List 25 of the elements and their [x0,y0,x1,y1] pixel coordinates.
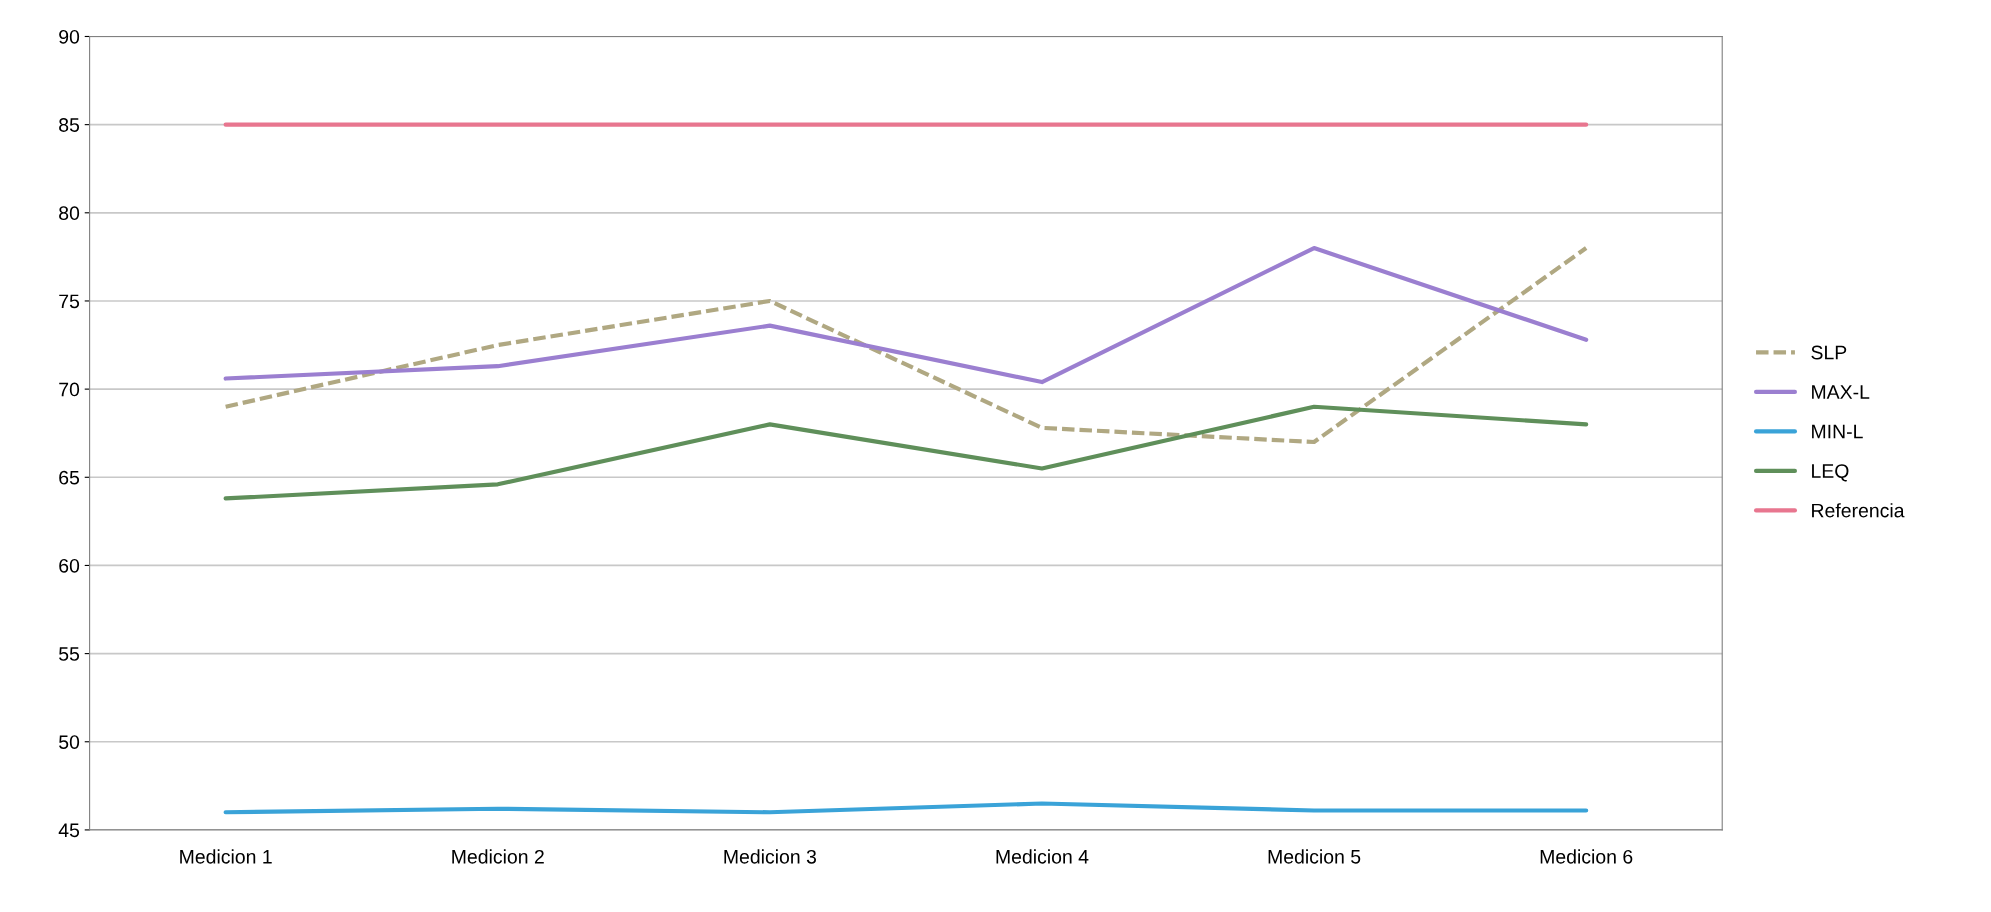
y-tick-label: 45 [58,823,80,838]
legend-label: Referencia [1812,503,1905,518]
y-tick-label: 60 [59,558,80,573]
line-series [223,245,1589,385]
line-series [223,245,1589,445]
y-tick-label: 90 [59,29,80,44]
x-tick-label: Medicion 4 [996,849,1089,864]
y-tick-label: 70 [59,382,80,397]
x-tick-label: Medicion 2 [452,849,544,864]
x-tick-label: Medicion 3 [724,849,817,864]
y-tick-label: 80 [59,206,80,221]
y-tick-label: 65 [59,470,80,485]
line-series [223,801,1589,815]
x-tick-label: Medicion 1 [180,849,272,864]
x-tick-label: Medicion 5 [1268,849,1361,864]
legend-label: SLP [1811,345,1847,360]
x-tick-label: Medicion 6 [1540,849,1633,864]
y-tick-label: 50 [59,735,80,749]
legend-label: MIN-L [1812,424,1863,439]
y-tick-label: 85 [59,118,80,132]
y-tick-label: 55 [59,647,80,661]
legend-label: MAX-L [1812,385,1870,399]
y-tick-label: 75 [59,294,80,309]
line-series [223,404,1589,501]
legend-label: LEQ [1812,464,1849,482]
